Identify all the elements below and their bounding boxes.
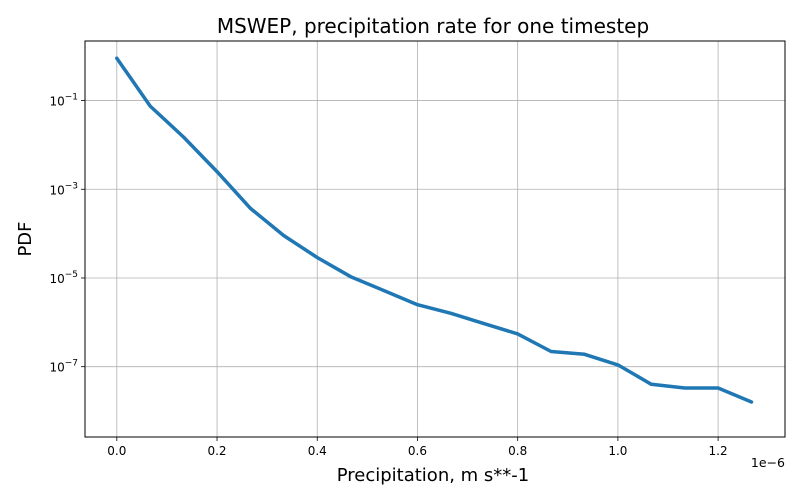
x-tick-label: 0.2 — [207, 444, 226, 458]
plot-frame — [84, 40, 786, 438]
y-axis: 10−1 10−3 10−5 10−7 — [49, 93, 85, 375]
chart-title: MSWEP, precipitation rate for one timest… — [217, 14, 649, 38]
series-layer — [115, 56, 754, 404]
x-tick-label: 0.0 — [107, 444, 126, 458]
x-tick-label: 1.0 — [608, 444, 627, 458]
y-axis-label: PDF — [15, 221, 36, 256]
grid — [85, 41, 785, 437]
series-line — [115, 56, 754, 404]
x-tick-label: 0.8 — [508, 444, 527, 458]
y-tick-label: 10−5 — [49, 270, 78, 286]
y-tick-label: 10−3 — [49, 181, 78, 197]
x-axis: 0.0 0.2 0.4 0.6 0.8 1.0 1.2 — [107, 437, 728, 458]
x-axis-offset-label: 1e−6 — [751, 455, 785, 470]
x-axis-label: Precipitation, m s**-1 — [337, 465, 530, 486]
y-tick-label: 10−7 — [49, 359, 78, 375]
x-tick-label: 0.6 — [408, 444, 427, 458]
x-tick-label: 1.2 — [709, 444, 728, 458]
x-tick-label: 0.4 — [308, 444, 327, 458]
y-tick-label: 10−1 — [49, 93, 78, 109]
